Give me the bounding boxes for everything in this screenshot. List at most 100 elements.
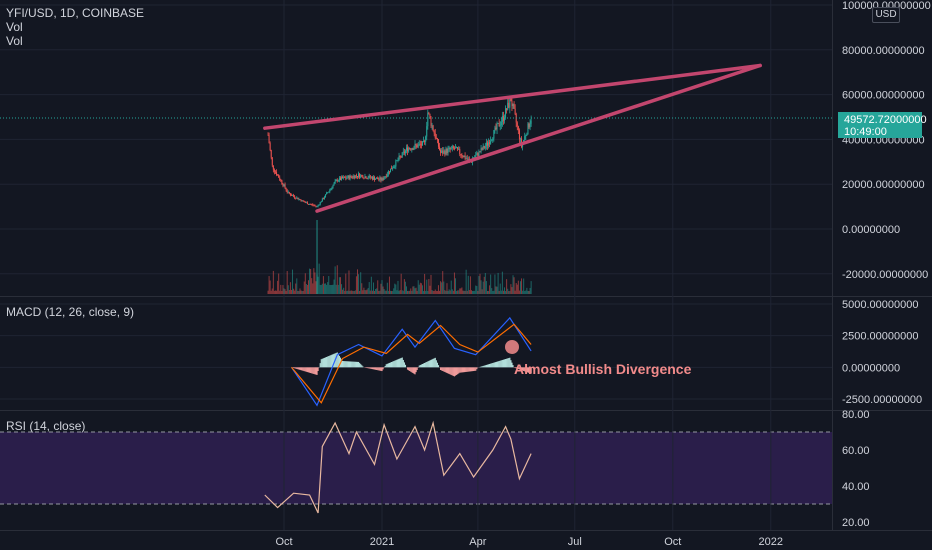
macd-histogram-bar [428,360,430,368]
macd-histogram-bar [491,363,493,368]
macd-histogram-bar [331,354,333,368]
vol-label-2[interactable]: Vol [6,34,23,48]
macd-tick-label-3: -2500.00000000 [842,394,922,406]
macd-histogram-bar [424,362,426,368]
macd-histogram-bar [512,365,514,368]
macd-histogram-bar [382,367,384,370]
macd-histogram-bar [495,361,497,368]
macd-histogram-bar [515,367,517,369]
candle-body [306,202,308,205]
macd-histogram-bar [439,367,442,371]
macd-histogram-bar [392,361,394,368]
volume-bar [374,290,376,294]
candle-body [426,126,428,137]
volume-bar [529,288,531,294]
candle-body [335,179,337,182]
macd-histogram-bar [380,367,382,371]
volume-bar [349,290,351,294]
volume-bar [293,288,295,294]
volume-bar [394,283,396,294]
macd-histogram-bar [376,367,378,370]
macd-histogram-bar [447,367,449,374]
volume-bar [468,290,470,294]
volume-bar [348,270,350,294]
candle-body [491,139,493,141]
candle-body [398,156,400,161]
macd-histogram-bar [371,367,374,370]
candle-body [361,175,363,176]
candle-body [378,179,380,180]
volume-bar [304,273,306,294]
macd-histogram-bar [344,361,346,368]
macd-histogram-bar [350,361,352,368]
macd-histogram-bar [473,367,475,372]
volume-bar [449,290,451,294]
volume-bar [303,281,305,294]
volume-bar [390,290,392,294]
volume-bar [339,277,341,294]
candle-body [507,102,509,111]
macd-histogram-bar [301,367,303,371]
volume-bar [479,273,481,294]
volume-bar [333,279,335,294]
candle-body [274,171,276,173]
candle-body [423,140,425,142]
macd-legend[interactable]: MACD (12, 26, close, 9) [6,305,135,319]
candle-body [376,177,378,179]
rsi-legend[interactable]: RSI (14, close) [6,419,86,433]
vol-label-1[interactable]: Vol [6,20,23,34]
trendlines[interactable] [263,63,762,213]
volume-bar [436,290,438,294]
volume-bar [504,287,505,294]
volume-bar [400,273,402,294]
macd-histogram-bar [510,360,512,368]
volume-bar [496,286,498,294]
symbol-title[interactable]: YFI/USD, 1D, COINBASE [6,6,145,20]
volume-bar [322,276,324,294]
volume-bar [431,290,433,294]
candle-body [396,160,398,162]
candle-body [293,195,295,197]
volume-bar [460,288,462,294]
macd-histogram-bar [316,367,318,375]
candle-body [386,174,388,177]
candle-body [412,148,414,150]
candle-body [294,196,296,198]
volume-bar [398,290,400,294]
volume-bar [435,290,437,294]
macd-histogram-bar [415,367,417,373]
macd-histogram-bar [459,367,461,373]
rsi-tick-label-1: 60.00 [842,445,870,457]
candle-body [411,148,413,150]
macd-histogram-bar [343,361,345,368]
macd-histogram-bar [360,364,362,368]
volume-bar [320,284,322,294]
macd-histogram-bar [458,367,460,374]
candle-body [346,177,348,179]
volume-bar [420,283,422,294]
time-tick-label-2: Apr [469,536,486,548]
macd-histogram-bar [402,359,404,368]
volume-bar [509,290,511,294]
candle-body [331,188,333,189]
volume-bar [309,268,311,294]
volume-bar [289,282,291,294]
candle-body [300,199,302,202]
symbol-legend[interactable]: YFI/USD, 1D, COINBASE Vol Vol [6,6,144,48]
candle-body [476,153,478,156]
volume-bar [311,278,313,294]
candle-body [477,153,479,157]
macd-histogram-bar [347,361,349,368]
volume-bar [456,290,458,294]
volume-bar [306,284,308,294]
volume-bar [354,290,356,294]
currency-badge[interactable]: USD [872,7,900,23]
volume-bar [467,275,469,294]
macd-annotation[interactable]: Almost Bullish Divergence [514,361,692,377]
macd-histogram-bar [399,358,401,368]
candle-body [510,98,512,102]
volume-bar [448,289,450,294]
volume-bar [507,288,509,294]
macd-histogram-bar [362,366,364,368]
